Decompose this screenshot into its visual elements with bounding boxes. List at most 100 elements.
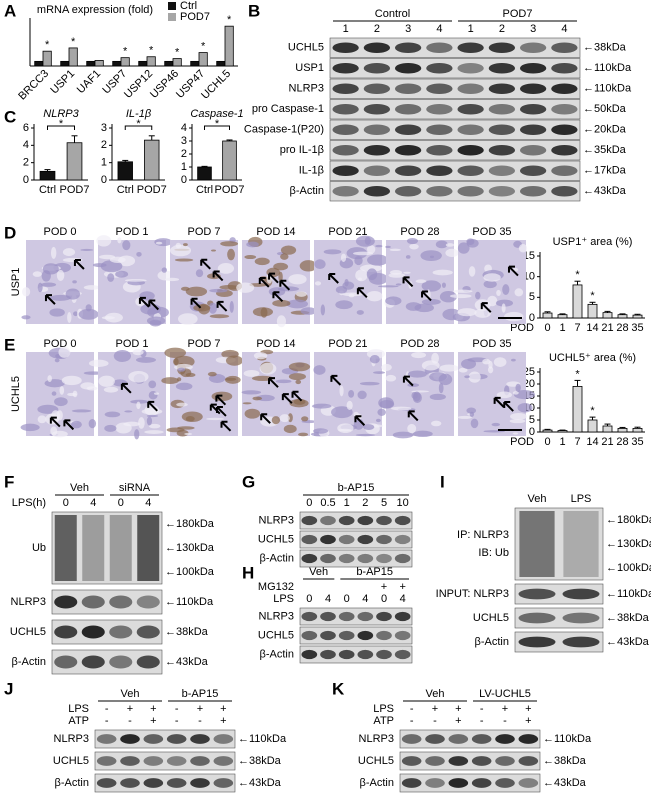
tissue-texture xyxy=(161,377,179,385)
x-tick-label: 14 xyxy=(586,436,598,448)
blot-band xyxy=(488,165,515,177)
tissue-texture xyxy=(468,371,481,383)
lane-label: 3 xyxy=(405,23,411,35)
group-label: b-AP15 xyxy=(356,566,393,578)
tissue-texture xyxy=(61,375,82,386)
lane-label: LPS xyxy=(571,493,592,505)
blot-band xyxy=(488,144,515,156)
arrow xyxy=(281,393,293,404)
tissue-texture xyxy=(470,418,479,429)
lane-label: - xyxy=(480,715,484,727)
size-marker: ←20kDa xyxy=(583,124,627,136)
image-label: POD 14 xyxy=(256,226,295,238)
panel-letter: C xyxy=(4,107,16,126)
tissue-texture xyxy=(299,260,318,272)
arrow xyxy=(272,291,284,303)
tissue-texture xyxy=(445,243,455,247)
blot-band xyxy=(213,778,234,788)
blot-band xyxy=(338,630,355,641)
tissue-texture xyxy=(47,375,52,383)
tissue-texture xyxy=(390,406,412,411)
tissue-texture xyxy=(56,269,65,281)
tissue-texture xyxy=(518,244,528,253)
tissue-texture xyxy=(439,291,457,303)
tissue-texture xyxy=(242,402,252,405)
tissue-texture xyxy=(406,237,419,245)
arrow xyxy=(148,299,160,311)
group-label: Veh xyxy=(309,566,328,578)
blot-band xyxy=(213,756,234,766)
image-label: POD 21 xyxy=(328,226,367,238)
tissue-texture xyxy=(209,314,230,319)
arrow xyxy=(402,375,414,387)
blot-band xyxy=(488,124,515,136)
bar xyxy=(572,284,583,319)
size-marker: ←110kDa xyxy=(583,83,632,95)
tissue-texture xyxy=(392,431,414,439)
image-label: POD 35 xyxy=(472,226,511,238)
tissue-texture xyxy=(88,359,109,367)
blot-band xyxy=(448,756,469,766)
size-marker: ←43kDa xyxy=(165,656,209,668)
blot-strip xyxy=(329,99,581,120)
bar xyxy=(112,60,122,67)
tissue-texture xyxy=(71,420,82,429)
group-label: Veh xyxy=(70,482,89,494)
tissue-texture xyxy=(411,351,427,359)
lane-label: - xyxy=(175,715,179,727)
x-tick-label: Ctrl xyxy=(196,184,213,196)
panel-letter: J xyxy=(4,679,13,698)
blot-band xyxy=(363,185,390,197)
tissue-texture xyxy=(51,391,57,396)
blot-band xyxy=(471,756,492,766)
tissue-texture xyxy=(496,391,513,399)
tissue-texture xyxy=(252,307,274,317)
tissue-texture xyxy=(314,259,326,270)
significance-mark: * xyxy=(227,14,232,26)
blot-band xyxy=(394,515,411,526)
blot-band xyxy=(426,124,453,136)
blot-band xyxy=(143,756,164,766)
arrow xyxy=(73,259,85,270)
arrow xyxy=(407,410,419,422)
chart-title: Caspase-1 xyxy=(190,108,243,120)
chart-title: NLRP3 xyxy=(43,108,79,120)
blot-band xyxy=(551,103,578,115)
tissue-texture xyxy=(124,410,133,413)
significance-bracket xyxy=(124,125,153,130)
blot-band xyxy=(301,611,318,622)
tissue-texture xyxy=(344,278,349,287)
tissue-texture xyxy=(457,415,472,419)
blot-strip xyxy=(329,160,581,181)
tissue-texture xyxy=(117,237,122,244)
size-marker: ←110kDa xyxy=(543,733,592,745)
blot-band xyxy=(562,588,600,600)
size-marker: ←17kDa xyxy=(583,165,627,177)
blot-band xyxy=(394,611,411,622)
tissue-texture xyxy=(452,289,473,293)
x-tick-label: 35 xyxy=(631,436,643,448)
tissue-texture xyxy=(252,396,263,401)
row-label: NLRP3 xyxy=(259,610,294,622)
image-label: POD 35 xyxy=(472,338,511,350)
x-tick-label: POD7 xyxy=(60,184,90,196)
x-tick-label: 1 xyxy=(559,322,565,334)
lane-label: + xyxy=(432,703,438,715)
significance-mark: * xyxy=(590,290,595,302)
tissue-texture xyxy=(458,367,468,373)
blot-smear xyxy=(54,515,77,581)
tissue-texture xyxy=(134,429,140,440)
arrow xyxy=(291,390,303,402)
bar xyxy=(120,57,130,67)
tissue-texture xyxy=(88,418,97,429)
size-marker: ←100kDa xyxy=(606,562,651,574)
condition-label: LPS xyxy=(68,703,89,715)
blot-band xyxy=(457,83,484,95)
size-marker: ←35kDa xyxy=(583,144,627,156)
tissue-texture xyxy=(100,260,123,273)
tissue-texture xyxy=(360,264,382,272)
blot-band xyxy=(109,655,133,669)
tissue-texture xyxy=(381,363,392,371)
legend-swatch xyxy=(168,2,176,10)
tissue-texture xyxy=(359,381,380,386)
